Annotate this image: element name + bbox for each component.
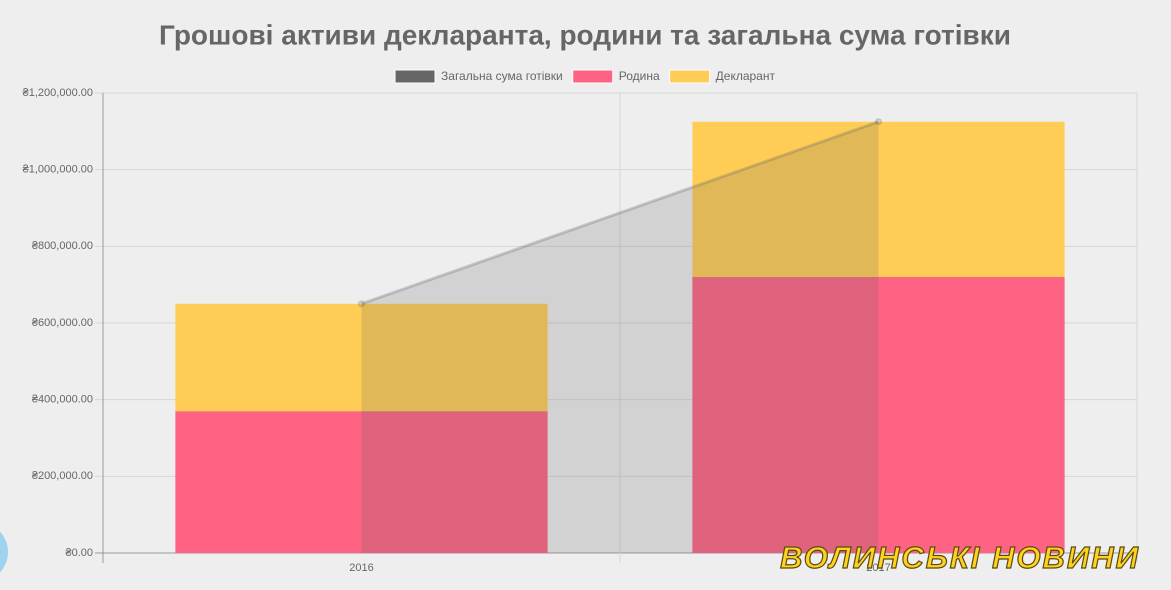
- y-tick-label: ₴0.00: [65, 547, 93, 559]
- y-tick-label: ₴600,000.00: [32, 317, 93, 329]
- legend-swatch: [669, 69, 711, 84]
- line: [361, 120, 879, 306]
- y-tick-label: ₴1,000,000.00: [23, 164, 93, 176]
- decoration-circle: [0, 531, 8, 573]
- legend-swatch: [572, 69, 614, 84]
- x-tick-label: 2016: [349, 562, 373, 574]
- line-point: [875, 118, 882, 126]
- y-tick-label: ₴1,200,000.00: [23, 87, 93, 99]
- bar: [692, 121, 1065, 277]
- line-point: [358, 300, 365, 308]
- bar: [692, 277, 1065, 553]
- watermark: ВОЛИНСЬКІ НОВИНИ: [780, 540, 1140, 575]
- legend-swatch: [394, 69, 436, 84]
- legend-label: Декларант: [716, 69, 776, 83]
- line-area: [361, 121, 879, 553]
- y-tick-label: ₴200,000.00: [32, 470, 93, 482]
- bar: [175, 411, 548, 553]
- bar: [175, 303, 548, 412]
- legend-label: Родина: [619, 69, 660, 83]
- legend-label: Загальна сума готівки: [441, 69, 563, 83]
- y-tick-label: ₴800,000.00: [32, 240, 93, 252]
- x-tick-label: 2017: [866, 562, 890, 574]
- plot: ₴0.00 ₴200,000.00 ₴400,000.00 ₴600,000.00 ₴8…: [23, 69, 1138, 574]
- y-tick-label: ₴400,000.00: [32, 394, 93, 406]
- chart-title: Грошові активи декларанта, родини та заг…: [159, 19, 1011, 50]
